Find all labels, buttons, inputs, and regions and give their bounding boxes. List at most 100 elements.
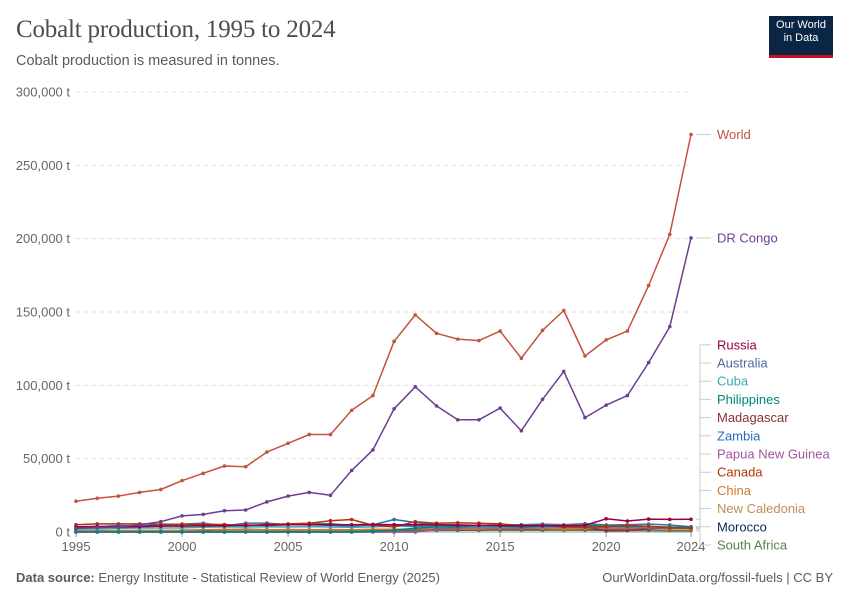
legend-label: Morocco (717, 519, 767, 534)
data-point (116, 530, 121, 534)
data-point (498, 406, 502, 410)
data-point (286, 441, 290, 446)
data-point (413, 530, 418, 534)
x-tick-label: 2024 (677, 539, 706, 554)
data-point (116, 525, 121, 529)
chart-title: Cobalt production, 1995 to 2024 (16, 16, 336, 43)
x-tick-label: 2010 (380, 539, 409, 554)
data-point (392, 522, 396, 527)
y-tick-label: 250,000 t (16, 158, 71, 173)
legend-label: South Africa (717, 538, 788, 553)
data-point (159, 524, 163, 528)
data-point (667, 526, 672, 530)
data-point (265, 523, 269, 527)
legend-connector (696, 508, 711, 530)
data-point (689, 517, 693, 522)
data-point (434, 331, 439, 336)
data-point (307, 432, 312, 437)
chart-subtitle: Cobalt production is measured in tonnes. (16, 53, 280, 69)
data-point (371, 522, 375, 527)
data-point (392, 528, 396, 533)
legend-label: Australia (717, 356, 768, 371)
data-point (583, 523, 587, 528)
data-point (286, 527, 290, 532)
data-point (222, 524, 227, 528)
legend-label: Cuba (717, 374, 749, 389)
data-point (646, 283, 651, 288)
data-point (74, 530, 78, 534)
data-point (349, 468, 354, 473)
data-point (561, 308, 566, 313)
data-point (201, 471, 206, 476)
data-point (201, 512, 206, 517)
data-point (455, 418, 460, 422)
footer-link[interactable]: OurWorldinData.org/fossil-fuels | CC BY (602, 570, 833, 585)
y-tick-label: 300,000 t (16, 85, 71, 100)
data-point (413, 313, 418, 317)
data-point (201, 530, 206, 534)
data-point (137, 490, 142, 495)
data-point (307, 522, 312, 527)
data-point (74, 499, 78, 504)
data-point (307, 530, 312, 534)
series-line (75, 518, 692, 529)
data-point (561, 369, 566, 374)
data-point (180, 530, 184, 534)
series-line (75, 134, 692, 502)
data-point (328, 493, 333, 498)
x-tick-label: 1995 (62, 539, 91, 554)
y-tick-label: 200,000 t (16, 231, 71, 246)
data-point (180, 524, 184, 528)
series-line (75, 527, 692, 533)
y-tick-label: 150,000 t (16, 305, 71, 320)
data-point (222, 508, 227, 513)
data-point (413, 385, 418, 389)
legend-label: Philippines (717, 392, 780, 407)
data-point (540, 397, 545, 402)
data-point (328, 432, 333, 437)
data-point (159, 530, 163, 534)
data-point (349, 408, 354, 413)
data-point (243, 523, 248, 527)
data-point (477, 418, 481, 422)
data-point (392, 407, 396, 411)
data-point (625, 528, 630, 533)
data-point (455, 523, 460, 528)
series-line (76, 524, 692, 533)
data-point (222, 527, 227, 532)
legend-connector (696, 362, 711, 528)
data-point (604, 517, 608, 521)
data-point (646, 524, 651, 529)
series-layer (74, 132, 693, 534)
legend-connector (696, 526, 711, 530)
data-source: Data source: Energy Institute - Statisti… (16, 570, 440, 585)
data-point (286, 530, 290, 534)
line-chart: 0 t 50,000 t 100,000 t 150,000 t 200,000 t 25… (16, 85, 831, 555)
owid-logo[interactable]: Our World in Data (769, 16, 833, 58)
data-point (95, 496, 100, 501)
legend-label: China (717, 483, 752, 498)
x-tick-label: 2005 (274, 539, 303, 554)
data-point (116, 494, 121, 498)
data-point (604, 403, 608, 407)
data-point (159, 519, 163, 524)
data-point (667, 517, 672, 522)
data-point (519, 429, 524, 433)
logo-line-2: in Data (783, 32, 819, 44)
data-point (583, 415, 587, 420)
data-point (498, 523, 502, 528)
data-point (604, 338, 608, 342)
data-point (74, 526, 78, 531)
data-point (540, 328, 545, 333)
data-point (604, 524, 608, 529)
data-point (222, 464, 227, 468)
logo-line-1: Our World (776, 19, 826, 31)
data-point (646, 517, 651, 521)
legend-label: Zambia (717, 428, 761, 443)
data-point (349, 530, 354, 534)
data-point (371, 529, 375, 534)
data-point (689, 236, 693, 240)
data-point (667, 324, 672, 329)
data-point (307, 490, 312, 495)
x-tick-label: 2015 (486, 539, 515, 554)
